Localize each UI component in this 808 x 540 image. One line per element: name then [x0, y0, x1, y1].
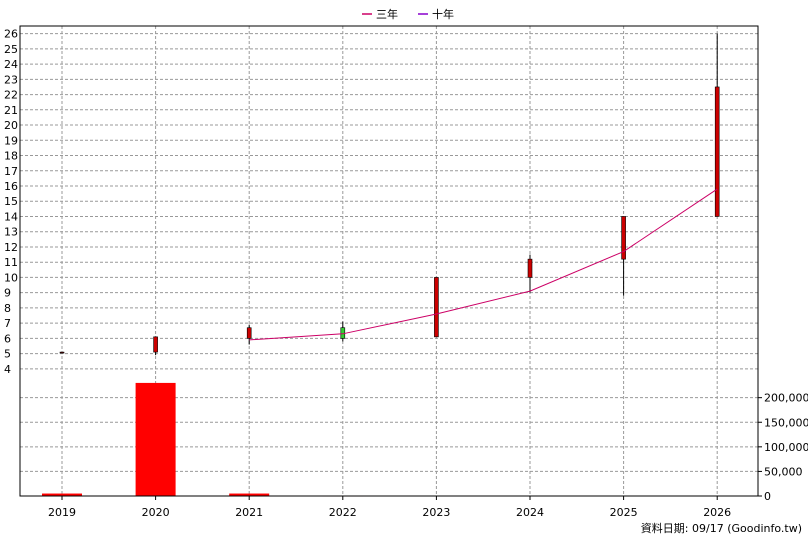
axes: 4567891011121314151617181920212223242526… [4, 25, 808, 519]
volume-bar [135, 382, 176, 496]
price-tick-label: 21 [4, 104, 18, 117]
candles [59, 33, 720, 356]
candle-body [246, 327, 252, 339]
x-tick-label: 2023 [422, 506, 450, 519]
price-tick-label: 17 [4, 165, 18, 178]
volume-tick-label: 50,000 [764, 465, 803, 478]
price-tick-label: 22 [4, 89, 18, 102]
candle-body [621, 216, 626, 260]
price-tick-label: 23 [4, 73, 18, 86]
three-year-line [249, 188, 718, 341]
price-tick-label: 25 [4, 43, 18, 56]
price-tick-label: 6 [4, 332, 11, 345]
legend: 三年 十年 [362, 7, 454, 21]
x-tick-label: 2019 [48, 506, 76, 519]
legend-label: 十年 [432, 7, 454, 21]
price-tick-label: 12 [4, 241, 18, 254]
price-tick-label: 13 [4, 226, 18, 239]
grid-layer [20, 26, 758, 497]
volume-bars [42, 382, 363, 497]
price-tick-label: 4 [4, 363, 11, 376]
legend-label: 三年 [376, 7, 398, 21]
volume-tick-label: 150,000 [764, 416, 808, 429]
volume-tick-label: 200,000 [764, 392, 808, 405]
candle-body [527, 258, 533, 278]
price-tick-label: 14 [4, 210, 18, 223]
price-tick-label: 26 [4, 28, 18, 41]
x-tick-label: 2021 [235, 506, 263, 519]
candle-body [434, 277, 439, 338]
candle-body [153, 336, 158, 353]
price-tick-label: 5 [4, 348, 11, 361]
three-year-line-layer [249, 188, 718, 341]
price-tick-label: 10 [4, 271, 18, 284]
price-tick-label: 9 [4, 287, 11, 300]
x-tick-label: 2020 [142, 506, 170, 519]
price-tick-label: 19 [4, 134, 18, 147]
price-tick-label: 20 [4, 119, 18, 132]
price-tick-label: 8 [4, 302, 11, 315]
candle-body [59, 351, 65, 354]
price-tick-label: 24 [4, 58, 18, 71]
x-tick-label: 2022 [329, 506, 357, 519]
plot-frame [19, 25, 759, 497]
price-tick-label: 18 [4, 150, 18, 163]
volume-tick-label: 0 [764, 490, 771, 503]
price-tick-label: 15 [4, 195, 18, 208]
x-tick-label: 2026 [703, 506, 731, 519]
price-tick-label: 7 [4, 317, 11, 330]
volume-tick-label: 100,000 [764, 441, 808, 454]
volume-bar [229, 493, 270, 496]
price-tick-label: 16 [4, 180, 18, 193]
data-date-footer: 資料日期: 09/17 (Goodinfo.tw) [640, 522, 802, 535]
candle-body [714, 86, 720, 217]
x-tick-label: 2025 [610, 506, 638, 519]
x-tick-label: 2024 [516, 506, 544, 519]
volume-bar [42, 493, 82, 496]
price-tick-label: 11 [4, 256, 18, 269]
